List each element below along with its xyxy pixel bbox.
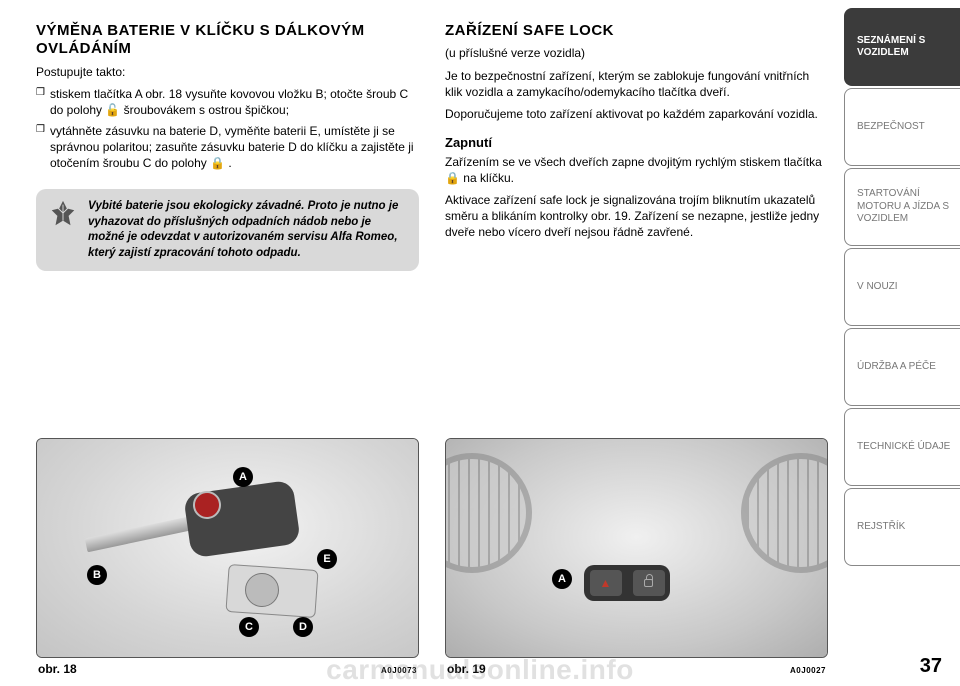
list-item: stiskem tlačítka A obr. 18 vysuňte kovov… — [50, 86, 419, 118]
sidebar-item-label: REJSTŘÍK — [857, 521, 905, 534]
chapter-sidebar: SEZNÁMENÍ S VOZIDLEM BEZPEČNOST STARTOVÁ… — [844, 0, 960, 686]
sidebar-item-label: ÚDRŽBA A PÉČE — [857, 361, 936, 374]
left-column: VÝMĚNA BATERIE V KLÍČKU S DÁLKOVÝM OVLÁD… — [36, 22, 419, 676]
figure-18: A B C D E obr. 18 A0J0073 — [36, 438, 419, 676]
right-sub1: Zapnutí — [445, 135, 828, 150]
eco-note-box: Vybité baterie jsou ekologicky závadné. … — [36, 189, 419, 271]
sidebar-item-label: STARTOVÁNÍ MOTORU A JÍZDA S VOZIDLEM — [857, 188, 952, 226]
sidebar-item-label: SEZNÁMENÍ S VOZIDLEM — [857, 35, 952, 60]
fig19-code: A0J0027 — [790, 666, 826, 675]
left-title: VÝMĚNA BATERIE V KLÍČKU S DÁLKOVÝM OVLÁD… — [36, 22, 419, 58]
sidebar-item-maintenance[interactable]: ÚDRŽBA A PÉČE — [844, 328, 960, 406]
sidebar-item-label: BEZPEČNOST — [857, 121, 925, 134]
fig18-label: obr. 18 — [38, 662, 77, 676]
sidebar-item-technical[interactable]: TECHNICKÉ ÚDAJE — [844, 408, 960, 486]
right-p3: Zařízením se ve všech dveřích zapne dvoj… — [445, 154, 828, 186]
callout-a: A — [552, 569, 572, 589]
dashboard-buttons: ▲ — [584, 565, 670, 601]
callout-e: E — [317, 549, 337, 569]
hazard-button-icon: ▲ — [590, 570, 622, 596]
sidebar-item-index[interactable]: REJSTŘÍK — [844, 488, 960, 566]
right-title: ZAŘÍZENÍ SAFE LOCK — [445, 22, 828, 40]
fig19-label: obr. 19 — [447, 662, 486, 676]
right-p1: Je to bezpečnostní zařízení, kterým se z… — [445, 68, 828, 100]
callout-d: D — [293, 617, 313, 637]
sidebar-item-label: TECHNICKÉ ÚDAJE — [857, 441, 950, 454]
callout-a: A — [233, 467, 253, 487]
eco-note-text: Vybité baterie jsou ekologicky závadné. … — [88, 199, 405, 261]
lock-button-icon — [633, 570, 665, 596]
left-list: stiskem tlačítka A obr. 18 vysuňte kovov… — [36, 86, 419, 175]
sidebar-item-label: V NOUZI — [857, 281, 898, 294]
right-p2: Doporučujeme toto zařízení aktivovat po … — [445, 106, 828, 122]
callout-b: B — [87, 565, 107, 585]
fig18-code: A0J0073 — [381, 666, 417, 675]
figure-19: ▲ A obr. 19 A0J0027 — [445, 438, 828, 676]
figure-19-image: ▲ A — [445, 438, 828, 658]
sidebar-item-intro[interactable]: SEZNÁMENÍ S VOZIDLEM — [844, 8, 960, 86]
figure-18-image: A B C D E — [36, 438, 419, 658]
leaf-icon — [48, 199, 78, 229]
right-subtitle: (u příslušné verze vozidla) — [445, 46, 828, 60]
callout-c: C — [239, 617, 259, 637]
list-item: vytáhněte zásuvku na baterie D, vyměňte … — [50, 123, 419, 172]
left-intro: Postupujte takto: — [36, 64, 419, 80]
right-p4: Aktivace zařízení safe lock je signalizo… — [445, 192, 828, 241]
sidebar-item-emergency[interactable]: V NOUZI — [844, 248, 960, 326]
right-column: ZAŘÍZENÍ SAFE LOCK (u příslušné verze vo… — [445, 22, 828, 676]
sidebar-item-safety[interactable]: BEZPEČNOST — [844, 88, 960, 166]
page-number: 37 — [920, 655, 942, 678]
sidebar-item-starting[interactable]: STARTOVÁNÍ MOTORU A JÍZDA S VOZIDLEM — [844, 168, 960, 246]
